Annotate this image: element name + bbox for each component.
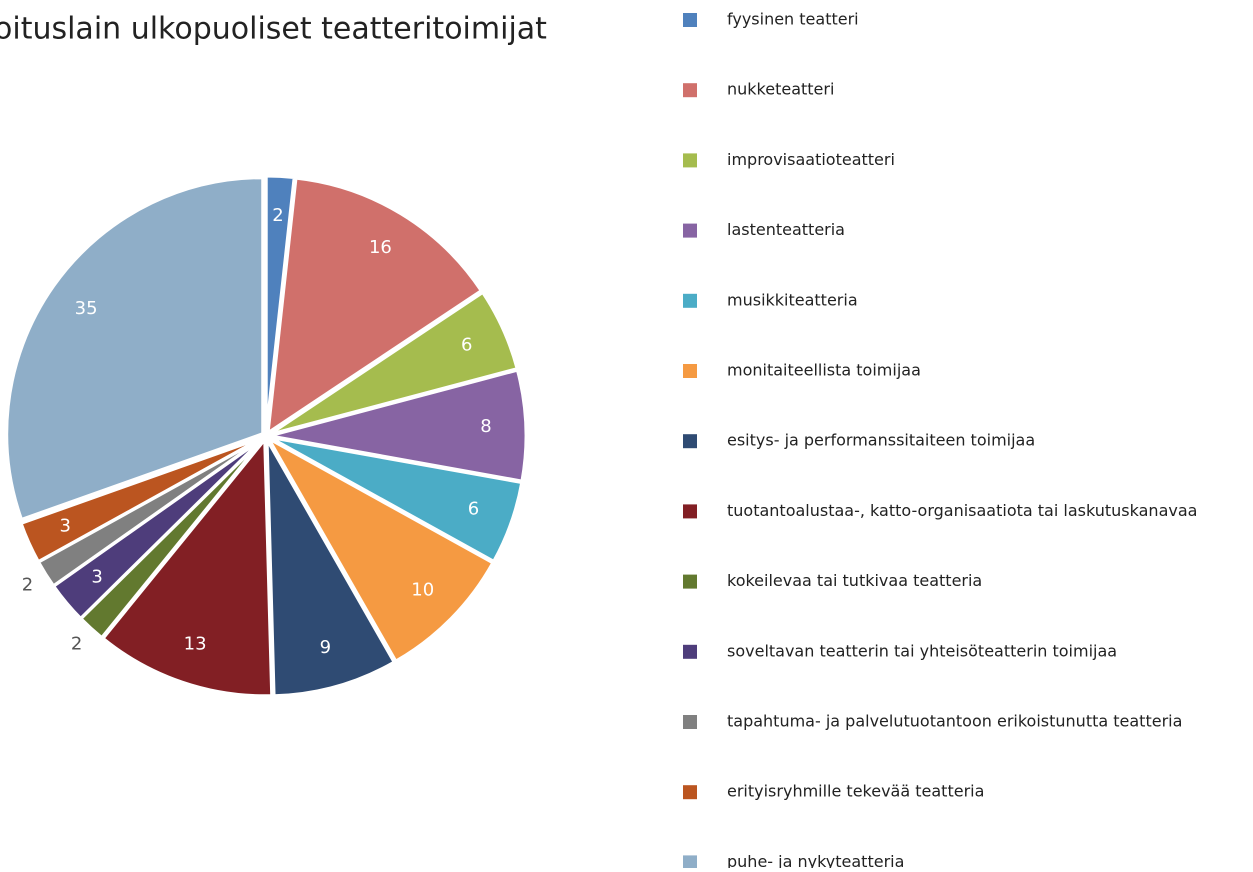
legend-label: improvisaatioteatteri <box>727 150 895 169</box>
legend-swatch <box>683 364 697 378</box>
pie-slice <box>264 434 495 664</box>
legend-label: fyysinen teatteri <box>727 10 859 29</box>
legend-label: nukketeatteri <box>727 80 834 99</box>
legend-label: soveltavan teatterin tai yhteisöteatteri… <box>727 641 1117 660</box>
legend-label: tuotantoalustaa-, katto-organisaatiota t… <box>727 501 1197 520</box>
legend-swatch <box>683 644 697 659</box>
pie-slice <box>264 174 296 433</box>
pie-slice <box>268 290 519 436</box>
legend-label: lastenteatteria <box>727 220 845 239</box>
pie-slice <box>265 439 397 698</box>
data-label: 3 <box>60 515 71 536</box>
legend-swatch <box>683 785 697 800</box>
legend-label: esitys- ja performanssitaiteen toimijaa <box>727 431 1035 450</box>
legend-swatch <box>683 83 697 98</box>
data-label: 8 <box>480 416 491 437</box>
data-label: 13 <box>184 633 207 654</box>
data-label: 9 <box>320 637 331 658</box>
data-label: 2 <box>71 633 82 654</box>
data-label: 6 <box>468 499 479 520</box>
chart-title: oituslain ulkopuoliset teatteritoimijat <box>0 12 547 47</box>
data-label: 35 <box>75 298 98 319</box>
pie-slice <box>101 435 274 698</box>
pie-slice <box>269 368 528 483</box>
data-label: 3 <box>91 566 102 587</box>
legend-swatch <box>683 504 697 519</box>
pie-slice <box>19 436 264 564</box>
legend-swatch <box>683 715 697 729</box>
data-label: 2 <box>22 575 33 596</box>
legend-label: kokeilevaa tai tutkivaa teatteria <box>727 571 982 590</box>
legend-swatch <box>683 13 697 27</box>
legend-label: tapahtuma- ja palvelutuotantoon erikoist… <box>727 712 1182 731</box>
data-label: 10 <box>411 580 434 601</box>
pie-slice <box>269 435 524 564</box>
legend-label: musikkiteatteria <box>727 290 858 309</box>
legend-swatch <box>683 153 697 168</box>
legend-label: monitaiteellista toimijaa <box>727 361 921 380</box>
pie-slice <box>5 176 265 522</box>
data-label: 16 <box>369 237 392 258</box>
legend-swatch <box>683 855 697 870</box>
legend-swatch <box>683 293 697 308</box>
data-label: 6 <box>461 335 472 356</box>
data-label: 2 <box>272 205 283 226</box>
legend-swatch <box>683 223 697 238</box>
legend-swatch <box>683 574 697 589</box>
legend-swatch <box>683 434 697 449</box>
legend-label: puhe- ja nykyteatteria <box>727 852 904 868</box>
pie-slice <box>266 176 484 436</box>
legend-label: erityisryhmille tekevää teatteria <box>727 782 984 801</box>
